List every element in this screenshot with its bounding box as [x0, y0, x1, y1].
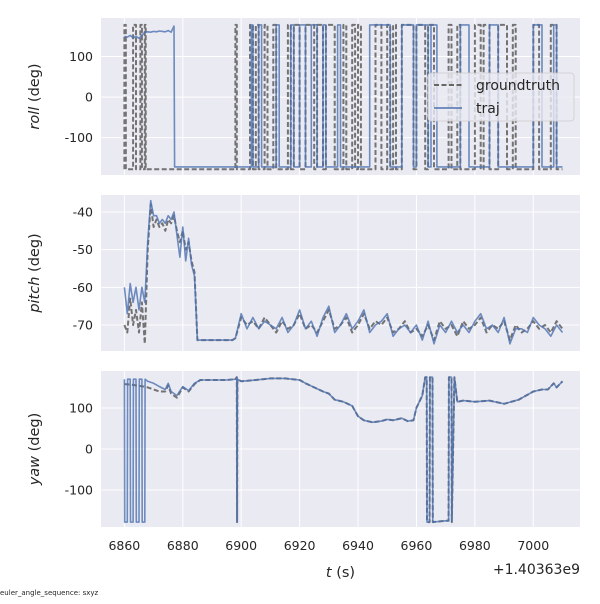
- y-tick-label: -40: [73, 204, 93, 219]
- series-line-traj-roll: [124, 24, 563, 168]
- series-line-groundtruth-roll: [123, 23, 563, 171]
- y-axis-label-var: roll: [27, 107, 43, 130]
- y-tick-label: 100: [69, 400, 93, 415]
- x-tick-label: 6980: [459, 538, 491, 553]
- legend-label-groundtruth: groundtruth: [476, 78, 560, 94]
- y-tick-label: 0: [85, 90, 93, 105]
- y-axis-label-var: pitch: [27, 277, 43, 314]
- x-tick-label: 6960: [401, 538, 433, 553]
- y-axis-label-unit: (deg): [27, 233, 43, 276]
- series-line-traj-pitch: [123, 199, 564, 345]
- y-tick-label: -100: [65, 130, 93, 145]
- panel-pitch: -40 -50 -60 -70 pitch (deg): [27, 195, 580, 351]
- y-tick-label: -100: [65, 483, 93, 498]
- y-axis-label: pitch (deg): [27, 233, 43, 313]
- x-axis-label: t (s): [326, 565, 355, 581]
- legend-label-traj: traj: [476, 101, 500, 117]
- x-axis-label-unit: (s): [332, 565, 355, 581]
- footer-note: euler_angle_sequence: sxyz: [0, 589, 99, 597]
- y-tick-label: -60: [73, 280, 93, 295]
- x-tick-label: 6880: [167, 538, 199, 553]
- x-tick-label: 6920: [284, 538, 316, 553]
- y-axis-label: yaw (deg): [27, 413, 43, 487]
- y-tick-label: 100: [69, 49, 93, 64]
- series-line-traj-yaw: [123, 376, 564, 523]
- y-tick-label: -50: [73, 242, 93, 257]
- y-axis-label-unit: (deg): [27, 413, 43, 456]
- x-tick-label: 7000: [517, 538, 549, 553]
- series-lines: [123, 376, 564, 524]
- y-tick-label: 0: [85, 442, 93, 457]
- x-tick-label: 6940: [342, 538, 374, 553]
- x-tick-label: 6900: [225, 538, 257, 553]
- x-axis-label-var: t: [326, 565, 333, 581]
- legend: groundtruth traj: [427, 72, 575, 122]
- y-axis-label: roll (deg): [27, 63, 43, 129]
- y-axis-label-var: yaw: [27, 456, 43, 486]
- x-tick-label: 6860: [108, 538, 140, 553]
- legend-box: [427, 72, 575, 122]
- x-axis-offset: +1.40363e9: [493, 562, 580, 578]
- panel-yaw: 100 0 -100 yaw (deg) 6860 6880 6900 6920 6940 696…: [27, 371, 580, 581]
- y-tick-label: -70: [73, 318, 93, 333]
- series-lines: [123, 199, 564, 345]
- series-lines: [123, 23, 563, 171]
- y-axis-label-unit: (deg): [27, 63, 43, 106]
